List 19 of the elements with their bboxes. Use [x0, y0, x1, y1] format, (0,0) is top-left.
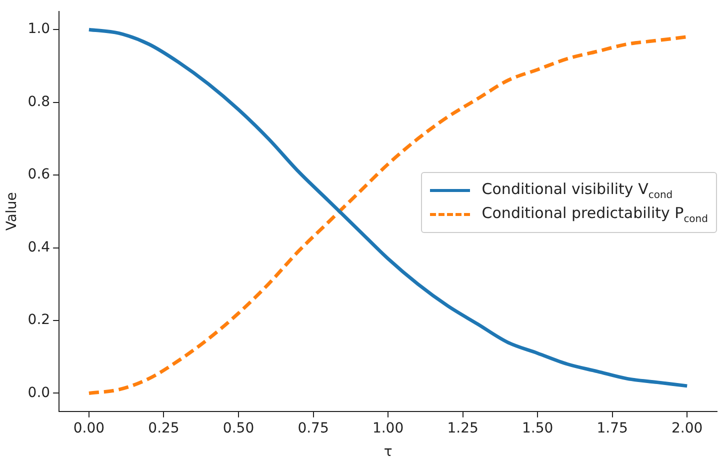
y-tick-label: 0.6: [28, 166, 50, 183]
x-tick-label: 1.00: [372, 420, 404, 436]
y-tick-label: 0.2: [28, 312, 50, 328]
x-tick-label: 0.25: [148, 420, 180, 436]
x-tick-label: 0.50: [222, 420, 254, 436]
x-tick-label: 0.00: [73, 420, 105, 436]
x-tick-label: 1.75: [596, 420, 628, 436]
y-tick-label: 1.0: [28, 21, 50, 38]
x-tick-label: 1.25: [447, 420, 478, 436]
y-axis-title: Value: [4, 192, 20, 231]
x-tick-label: 1.50: [522, 420, 554, 436]
y-tick-label: 0.8: [28, 94, 50, 110]
y-tick-label: 0.0: [28, 384, 50, 401]
x-tick-label: 2.00: [672, 420, 703, 436]
x-axis-title: τ: [384, 444, 392, 460]
legend-label: Conditional visibility V$_{cond}$: [482, 180, 673, 201]
y-tick-label: 0.4: [28, 239, 50, 256]
legend-label: Conditional predictability P$_{cond}$: [482, 204, 708, 225]
x-tick-label: 0.75: [298, 420, 329, 436]
